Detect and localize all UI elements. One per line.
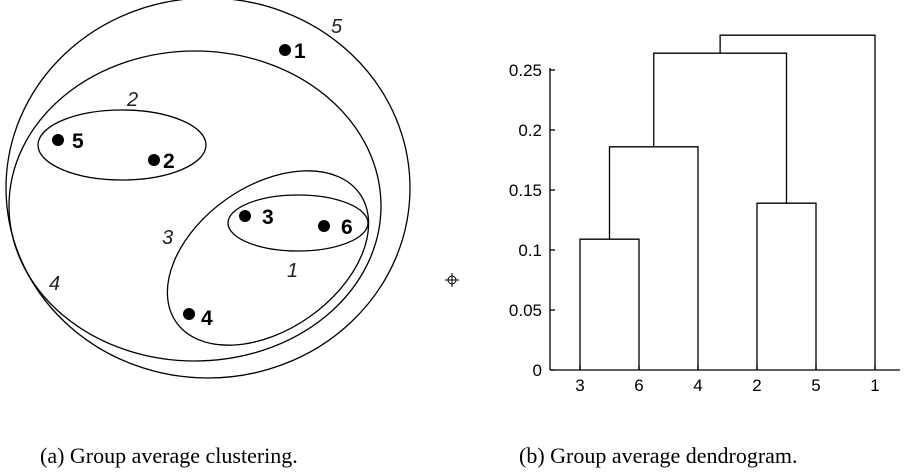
leaf-label-4: 4 (693, 376, 702, 395)
leaf-label-6: 6 (634, 376, 643, 395)
point-5-label: 5 (72, 130, 84, 153)
crosshair-icon (445, 273, 459, 287)
cluster-3-outline (166, 170, 370, 346)
cluster-label-5: 5 (331, 16, 343, 38)
point-6-marker (318, 220, 330, 232)
merge-link-2 (756, 202, 817, 370)
cluster-label-3: 3 (162, 227, 173, 249)
y-tick-label-0.1: 0.1 (518, 241, 542, 260)
point-4-label: 4 (201, 307, 213, 330)
y-ticks: 0 0.05 0.1 0.15 0.2 0.25 (509, 61, 555, 380)
leaf-label-1: 1 (870, 376, 879, 395)
merge-link-5 (719, 34, 876, 370)
cluster-4-outline (8, 50, 382, 362)
clustering-diagram: 1 5 2 3 6 4 1 2 3 4 5 (5, 0, 411, 379)
leaf-label-5: 5 (811, 376, 820, 395)
point-2-marker (148, 154, 160, 166)
cluster-2-outline (37, 109, 207, 181)
y-tick-label-0.25: 0.25 (509, 61, 542, 80)
point-3-marker (239, 210, 251, 222)
leaf-label-2: 2 (752, 376, 761, 395)
leaf-label-3: 3 (575, 376, 584, 395)
merge-link-3 (608, 146, 699, 370)
point-4-marker (183, 308, 195, 320)
cluster-label-2: 2 (126, 89, 138, 111)
clustering-caption: (a) Group average clustering. (40, 443, 298, 468)
point-6-label: 6 (341, 216, 353, 239)
y-tick-label-0.15: 0.15 (509, 181, 542, 200)
cluster-label-1: 1 (287, 260, 298, 282)
dendrogram: 0 0.05 0.1 0.15 0.2 0.25 3 6 4 2 5 1 (509, 34, 900, 395)
y-tick-label-0: 0 (533, 361, 542, 380)
y-tick-label-0.05: 0.05 (509, 301, 542, 320)
cluster-1-outline (227, 194, 369, 252)
dendrogram-caption: (b) Group average dendrogram. (519, 443, 798, 468)
point-2-label: 2 (163, 150, 175, 173)
point-3-label: 3 (262, 206, 274, 229)
merge-link-1 (579, 238, 640, 370)
merge-link-4 (653, 52, 788, 204)
point-1-marker (279, 44, 291, 56)
point-1-label: 1 (294, 40, 306, 63)
dendrogram-links (579, 34, 876, 370)
cluster-label-4: 4 (49, 273, 60, 295)
y-tick-label-0.2: 0.2 (518, 121, 542, 140)
point-5-marker (52, 134, 64, 146)
cluster-5-outline (5, 0, 411, 379)
